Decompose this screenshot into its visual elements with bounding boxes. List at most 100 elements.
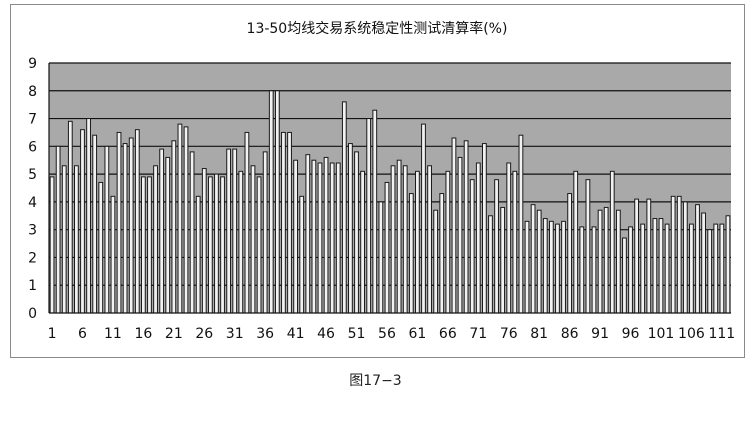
bar-93 bbox=[609, 170, 615, 314]
x-tick-label: 26 bbox=[195, 326, 213, 342]
bar-58 bbox=[396, 159, 402, 314]
bar-29 bbox=[220, 176, 225, 314]
bar-59 bbox=[402, 165, 408, 314]
bar-87 bbox=[573, 170, 579, 314]
bar-40 bbox=[287, 131, 292, 314]
x-tick-label: 16 bbox=[134, 326, 152, 342]
bar-67 bbox=[451, 137, 457, 314]
x-tick-label: 46 bbox=[317, 326, 335, 342]
bar-57 bbox=[390, 165, 396, 314]
bar-107 bbox=[695, 204, 700, 314]
bar-36 bbox=[262, 151, 268, 314]
bar-13 bbox=[122, 143, 128, 314]
y-axis-ticks: 0 1 2 3 4 5 6 7 8 9 bbox=[28, 56, 37, 322]
bar-6 bbox=[80, 129, 85, 314]
bar-92 bbox=[603, 206, 609, 314]
bar-84 bbox=[555, 223, 560, 314]
bar-109 bbox=[707, 229, 713, 314]
bar-111 bbox=[719, 223, 725, 314]
bar-95 bbox=[622, 237, 627, 314]
bar-23 bbox=[183, 126, 189, 314]
bar-53 bbox=[366, 118, 372, 314]
bar-34 bbox=[250, 165, 256, 314]
bar-104 bbox=[676, 195, 682, 314]
bar-66 bbox=[445, 170, 451, 314]
bar-74 bbox=[494, 179, 499, 314]
bar-89 bbox=[585, 179, 591, 314]
bar-79 bbox=[524, 220, 530, 314]
bar-18 bbox=[153, 165, 158, 314]
bar-3 bbox=[61, 165, 67, 314]
x-tick-label: 1 bbox=[48, 326, 57, 342]
bar-35 bbox=[256, 176, 262, 314]
bar-22 bbox=[177, 123, 183, 314]
bar-94 bbox=[615, 209, 621, 314]
bar-76 bbox=[506, 162, 512, 314]
bar-101 bbox=[658, 218, 664, 314]
x-tick-label: 21 bbox=[165, 326, 183, 342]
bar-28 bbox=[214, 173, 219, 314]
bar-62 bbox=[421, 123, 426, 314]
bar-31 bbox=[232, 148, 238, 314]
x-tick-label: 36 bbox=[256, 326, 274, 342]
bar-12 bbox=[116, 131, 122, 314]
bar-83 bbox=[548, 220, 554, 314]
bar-52 bbox=[360, 170, 365, 314]
x-tick-label: 86 bbox=[561, 326, 579, 342]
bar-26 bbox=[201, 168, 207, 314]
bar-70 bbox=[469, 179, 475, 314]
y-tick-label: 7 bbox=[28, 112, 37, 128]
bar-42 bbox=[299, 195, 305, 314]
bar-45 bbox=[317, 162, 323, 314]
chart-title: 13-50均线交易系统稳定性测试清算率(%) bbox=[247, 20, 508, 37]
bar-48 bbox=[335, 162, 341, 314]
bar-69 bbox=[463, 140, 469, 314]
bar-56 bbox=[384, 181, 390, 314]
bar-86 bbox=[567, 193, 573, 314]
y-tick-label: 2 bbox=[28, 250, 37, 266]
bar-55 bbox=[378, 201, 384, 314]
bar-61 bbox=[415, 170, 420, 314]
bars bbox=[49, 90, 731, 314]
bar-63 bbox=[427, 165, 432, 314]
figure-caption: 图17−3 bbox=[349, 373, 402, 389]
y-tick-label: 6 bbox=[28, 139, 37, 155]
bar-21 bbox=[171, 140, 177, 314]
y-tick-label: 4 bbox=[28, 195, 37, 211]
x-tick-label: 106 bbox=[678, 326, 705, 342]
y-tick-label: 9 bbox=[28, 56, 37, 72]
bar-85 bbox=[561, 220, 566, 314]
bar-38 bbox=[274, 90, 280, 314]
bar-27 bbox=[207, 176, 213, 314]
bar-8 bbox=[92, 134, 98, 314]
bar-11 bbox=[110, 195, 116, 314]
bar-71 bbox=[475, 162, 481, 314]
x-tick-label: 101 bbox=[648, 326, 675, 342]
bar-46 bbox=[323, 156, 329, 314]
bar-7 bbox=[86, 118, 91, 314]
bar-106 bbox=[689, 223, 694, 314]
bar-91 bbox=[597, 209, 603, 314]
bar-32 bbox=[238, 170, 244, 314]
bar-110 bbox=[713, 223, 719, 314]
y-tick-label: 3 bbox=[28, 223, 37, 239]
bar-82 bbox=[542, 218, 548, 314]
bar-105 bbox=[682, 201, 688, 314]
bar-15 bbox=[134, 129, 140, 314]
x-tick-label: 41 bbox=[287, 326, 305, 342]
bar-20 bbox=[165, 156, 171, 314]
x-tick-label: 66 bbox=[439, 326, 457, 342]
x-tick-label: 91 bbox=[591, 326, 609, 342]
x-tick-label: 11 bbox=[104, 326, 122, 342]
bar-17 bbox=[147, 176, 152, 314]
x-tick-label: 96 bbox=[622, 326, 640, 342]
x-tick-label: 81 bbox=[530, 326, 548, 342]
bar-2 bbox=[55, 145, 61, 314]
bar-37 bbox=[268, 90, 274, 314]
bar-81 bbox=[536, 209, 542, 314]
x-tick-label: 111 bbox=[708, 326, 735, 342]
bar-75 bbox=[500, 206, 506, 314]
bar-24 bbox=[189, 151, 195, 314]
